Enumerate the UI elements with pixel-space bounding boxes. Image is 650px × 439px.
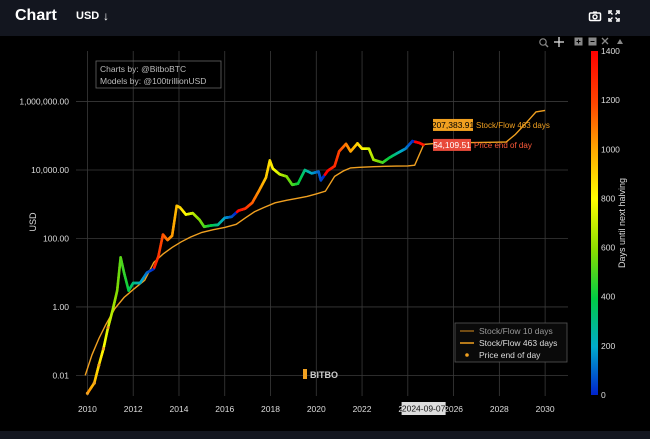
price-value-box <box>433 138 471 151</box>
autoscale-icon[interactable] <box>601 37 609 45</box>
bottom-strip <box>0 431 650 439</box>
x-tick-label: 2010 <box>78 404 97 414</box>
camera-icon[interactable] <box>588 9 602 23</box>
hover-date-box <box>401 402 446 415</box>
zoom-icon[interactable] <box>539 38 549 48</box>
price-point <box>106 325 110 330</box>
x-tick-label: 2026 <box>444 404 463 414</box>
price-point <box>97 363 101 367</box>
hover-date-label: 2024-09-07 <box>402 404 446 414</box>
page-title: Chart <box>15 7 57 24</box>
zoom-out-icon[interactable] <box>588 37 597 46</box>
reset-axes-icon[interactable] <box>617 39 623 44</box>
price-point <box>101 347 106 351</box>
y-tick-label: 100.00 <box>43 233 69 243</box>
currency-selector[interactable]: USD <box>76 10 100 22</box>
fullscreen-icon[interactable] <box>607 9 621 23</box>
x-tick-label: 2014 <box>170 404 189 414</box>
modebar <box>539 37 623 48</box>
credits-line2: Models by: @100trillionUSD <box>100 76 206 86</box>
colorbar-tick-label: 1000 <box>601 144 620 154</box>
top-bar: Chart USD ↓ <box>0 0 650 34</box>
price-point <box>92 381 96 385</box>
y-tick-label: 1.00 <box>52 302 69 312</box>
colorbar-tick-label: 600 <box>601 243 615 253</box>
colorbar-tick-label: 0 <box>601 390 606 400</box>
colorbar-tick-label: 800 <box>601 193 615 203</box>
y-axis-label: USD <box>28 212 38 232</box>
price-value: 54,109.51 <box>433 140 471 150</box>
zoom-in-icon[interactable] <box>574 37 583 46</box>
credits-box: Charts by: @BitboBTC Models by: @100tril… <box>95 60 222 89</box>
bitbo-watermark: BITBO <box>303 369 338 380</box>
price-point <box>85 391 90 395</box>
x-tick-label: 2020 <box>307 404 326 414</box>
colorbar: 0 200 400 600 800 1000 1200 1400 Days until nex… <box>591 46 627 400</box>
x-tick-label: 2016 <box>215 404 234 414</box>
sf463-label: Stock/Flow 463 days <box>476 121 550 130</box>
price-label: Price end of day <box>474 141 532 150</box>
colorbar-title: Days until next halving <box>617 178 627 268</box>
watermark-text: BITBO <box>310 370 338 380</box>
sf463-value: 207,383.91 <box>432 120 475 130</box>
x-tick-label: 2030 <box>536 404 555 414</box>
x-tick-label: 2018 <box>261 404 280 414</box>
pan-icon[interactable] <box>554 37 564 47</box>
colorbar-tick-label: 200 <box>601 341 615 351</box>
y-tick-label: 0.01 <box>52 370 69 380</box>
colorbar-tick-label: 1200 <box>601 95 620 105</box>
sf463-value-box <box>433 118 473 131</box>
y-tick-label: 10,000.00 <box>31 165 69 175</box>
legend-item-sf463: Stock/Flow 463 days <box>479 338 557 348</box>
legend-item-price: Price end of day <box>479 350 541 360</box>
legend-item-sf10: Stock/Flow 10 days <box>479 326 553 336</box>
x-tick-label: 2028 <box>490 404 509 414</box>
y-tick-label: 1,000,000.00 <box>19 97 69 107</box>
arrow-down-icon[interactable]: ↓ <box>103 9 109 23</box>
x-tick-label: 2022 <box>353 404 372 414</box>
colorbar-tick-label: 400 <box>601 292 615 302</box>
colorbar-tick-label: 1400 <box>601 46 620 56</box>
credits-line1: Charts by: @BitboBTC <box>100 64 186 74</box>
legend[interactable]: Stock/Flow 10 days Stock/Flow 463 days P… <box>454 322 568 363</box>
x-tick-label: 2012 <box>124 404 143 414</box>
